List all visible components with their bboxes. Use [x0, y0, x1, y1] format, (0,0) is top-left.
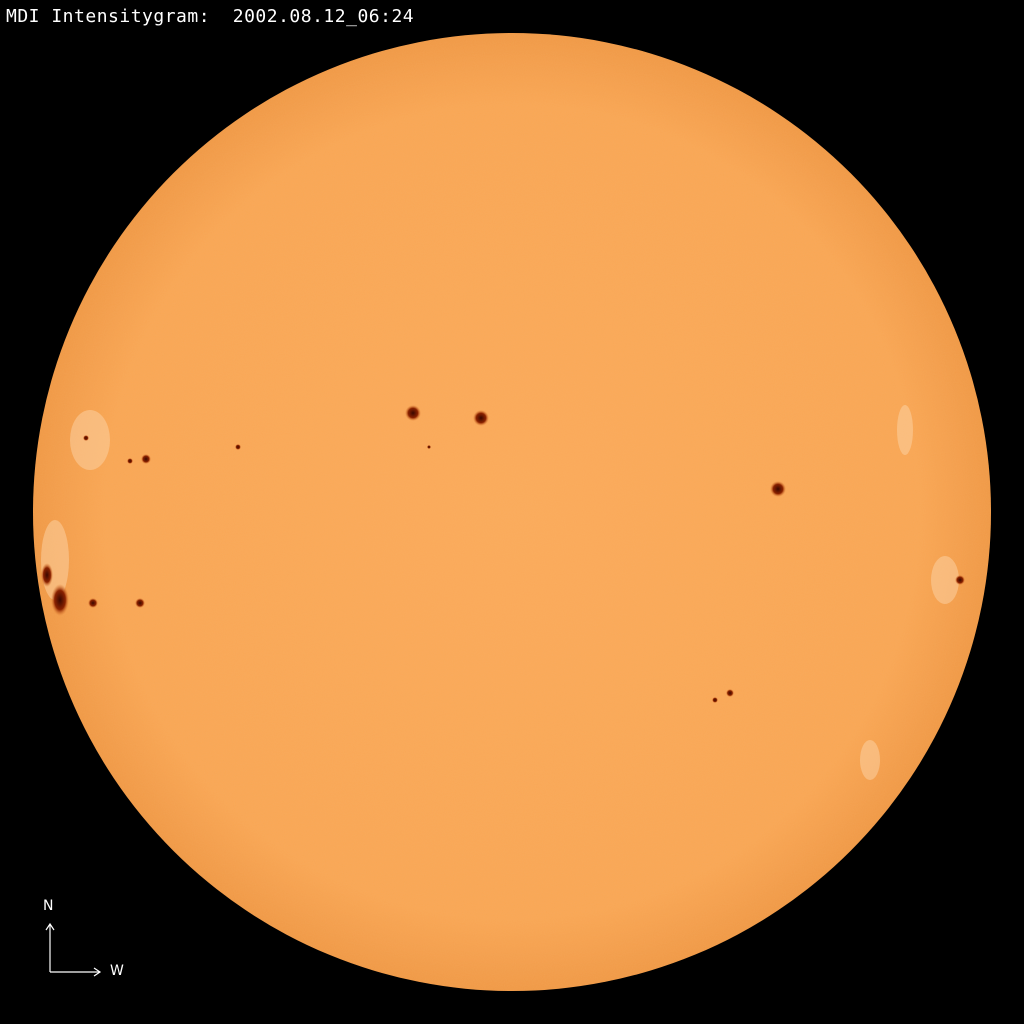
image-title: MDI Intensitygram: 2002.08.12_06:24: [6, 6, 415, 27]
sunspot: [712, 697, 718, 703]
sunspot: [955, 575, 965, 585]
compass-north-label: N: [43, 898, 54, 914]
sunspot: [770, 481, 786, 497]
sunspot: [41, 563, 53, 587]
compass-arrows: [45, 922, 102, 977]
sunspot: [726, 689, 734, 697]
sunspot: [88, 598, 98, 608]
sunspot: [473, 410, 489, 426]
sunspot: [235, 444, 241, 450]
sunspot: [127, 458, 133, 464]
compass-west-label: W: [110, 963, 124, 979]
sunspots: [41, 405, 965, 703]
sunspot: [135, 598, 145, 608]
faculae: [41, 405, 959, 780]
sunspot: [427, 445, 431, 449]
sunspot: [405, 405, 421, 421]
sunspot: [83, 435, 89, 441]
sunspot: [141, 454, 151, 464]
granulation-texture: [33, 33, 991, 991]
sunspot: [51, 584, 69, 616]
